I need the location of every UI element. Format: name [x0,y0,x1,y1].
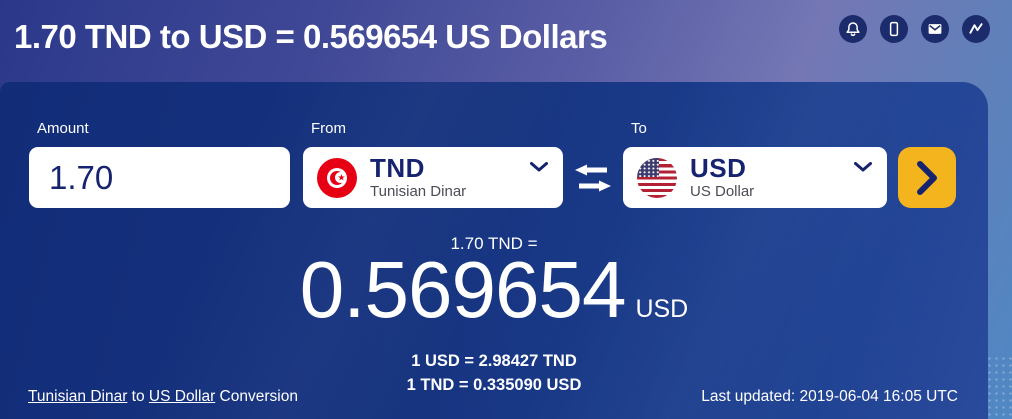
chevron-right-icon [917,160,937,195]
us-flag-icon [637,157,677,198]
from-field-group: From ★ TND Tunisian Dinar [303,120,563,208]
from-currency-link[interactable]: Tunisian Dinar [28,388,128,405]
from-currency-text: TND Tunisian Dinar [370,155,466,200]
rate-alert-bell-icon[interactable] [839,15,867,43]
to-currency-text: USD US Dollar [690,155,754,200]
from-currency-select[interactable]: ★ TND Tunisian Dinar [303,147,563,208]
bell-glyph [846,22,860,37]
amount-input[interactable] [29,147,290,208]
result-value: 0.569654 [299,245,627,334]
mobile-app-icon[interactable] [880,15,908,43]
to-currency-link[interactable]: US Dollar [148,388,216,405]
amount-label: Amount [37,120,89,137]
rate-tnd-to-usd: 1 TND = 0.335090 USD [406,375,582,394]
amount-box [29,147,290,208]
header-icon-bar [839,15,990,43]
chevron-down-icon [530,162,548,172]
tunisia-flag-icon: ★ [317,157,357,198]
converter-form: Amount From ★ TND Tunisian Dinar [29,120,956,208]
swap-arrows-icon [575,164,611,191]
convert-button[interactable] [898,147,956,208]
page-title: 1.70 TND to USD = 0.569654 US Dollars [14,18,608,55]
to-label: To [631,120,647,137]
to-currency-code: USD [690,153,747,183]
to-field-group: To USD US Dollar [623,120,887,208]
envelope-glyph [928,24,942,34]
from-label: From [311,120,346,137]
decorative-dot-pattern [986,355,1012,419]
email-icon[interactable] [921,15,949,43]
converter-card: Amount From ★ TND Tunisian Dinar [0,82,988,419]
to-currency-select[interactable]: USD US Dollar [623,147,887,208]
amount-field-group: Amount [29,120,290,208]
result-unit: USD [635,295,689,323]
from-currency-code: TND [370,153,425,183]
to-currency-name: US Dollar [690,183,755,200]
breadcrumb-suffix: Conversion [215,388,298,405]
zigzag-chart-glyph [969,23,983,34]
conversion-breadcrumb: Tunisian Dinar to US Dollar Conversion [28,388,298,406]
rate-usd-to-tnd: 1 USD = 2.98427 TND [411,352,577,370]
last-updated-text: Last updated: 2019-06-04 16:05 UTC [701,388,958,405]
swap-currencies-button[interactable] [563,147,623,208]
from-currency-name: Tunisian Dinar [370,183,467,200]
phone-glyph [889,21,899,37]
breadcrumb-separator: to [127,388,149,405]
rate-chart-icon[interactable] [962,15,990,43]
conversion-equation: 1.70 TND = [450,234,538,253]
chevron-down-icon [854,162,872,172]
inverse-rates: 1 USD = 2.98427 TND 1 TND = 0.335090 USD [0,350,988,397]
conversion-result: 0.569654 USD [0,248,988,332]
